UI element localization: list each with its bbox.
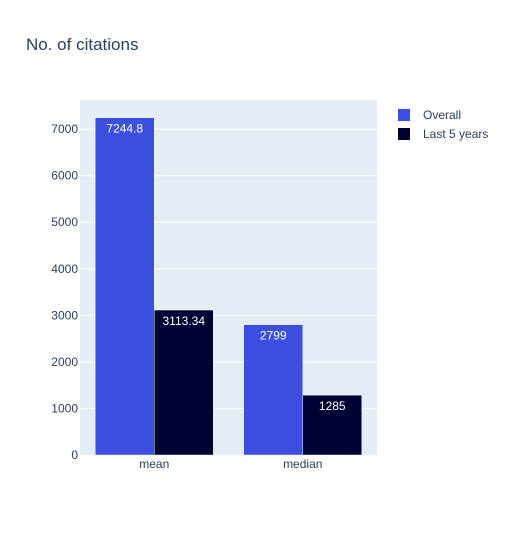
x-tick-label: mean bbox=[139, 457, 169, 471]
bar[interactable] bbox=[154, 309, 214, 456]
y-axis-ticks: 0 1000 2000 3000 4000 5000 6000 7000 bbox=[51, 122, 78, 462]
bars: 7244.8 3113.34 2799 1285 bbox=[95, 117, 362, 456]
legend-label[interactable]: Overall bbox=[423, 108, 461, 122]
legend-swatch[interactable] bbox=[398, 128, 410, 140]
y-tick-label: 4000 bbox=[51, 262, 78, 276]
bar-value-label: 3113.34 bbox=[163, 314, 206, 328]
bar[interactable] bbox=[302, 394, 362, 456]
x-tick-label: median bbox=[283, 457, 322, 471]
y-tick-label: 0 bbox=[71, 448, 78, 462]
y-tick-label: 1000 bbox=[51, 401, 78, 415]
y-tick-label: 2000 bbox=[51, 355, 78, 369]
y-tick-label: 3000 bbox=[51, 308, 78, 322]
legend-label[interactable]: Last 5 years bbox=[423, 127, 488, 141]
y-tick-label: 6000 bbox=[51, 169, 78, 183]
bar[interactable] bbox=[95, 117, 155, 456]
bar-value-label: 7244.8 bbox=[106, 122, 143, 136]
bar[interactable] bbox=[243, 324, 303, 456]
bar-value-label: 2799 bbox=[260, 329, 287, 343]
y-tick-label: 5000 bbox=[51, 215, 78, 229]
legend[interactable]: Overall Last 5 years bbox=[398, 108, 488, 141]
chart-title: No. of citations bbox=[26, 35, 138, 54]
x-axis-ticks: mean median bbox=[139, 457, 322, 471]
bar-value-label: 1285 bbox=[319, 399, 346, 413]
y-tick-label: 7000 bbox=[51, 122, 78, 136]
legend-swatch[interactable] bbox=[398, 109, 410, 121]
